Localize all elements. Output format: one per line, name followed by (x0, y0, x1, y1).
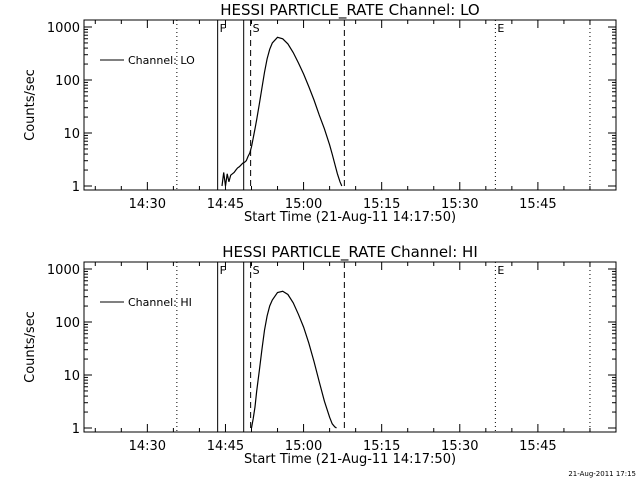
x-tick-label: 15:15 (363, 197, 400, 212)
x-tick-label: 14:45 (207, 439, 244, 454)
marker-label-s: S (253, 264, 260, 277)
plot-frame (83, 261, 617, 433)
x-axis-label: Start Time (21-Aug-11 14:17:50) (244, 210, 456, 225)
legend-label: Channel: HI (128, 296, 192, 309)
x-tick-label: 15:00 (285, 197, 322, 212)
x-tick-label: 14:30 (129, 439, 166, 454)
y-tick-label: 1 (72, 180, 80, 195)
y-tick-label: 100 (55, 74, 80, 89)
x-tick-label: 14:45 (207, 197, 244, 212)
y-tick-label: 10 (63, 369, 80, 384)
y-axis-label: Counts/sec (23, 69, 38, 141)
x-tick-label: 15:30 (441, 439, 478, 454)
chart-panel-1: HESSI PARTICLE_RATE Channel: LO Counts/se… (23, 1, 617, 225)
x-tick-label: 15:45 (519, 197, 556, 212)
legend-label: Channel: LO (128, 54, 195, 67)
y-tick-label: 1 (72, 422, 80, 437)
y-tick-label: 1000 (47, 21, 80, 36)
series-line-1 (250, 290, 337, 429)
chart-title: HESSI PARTICLE_RATE Channel: LO (220, 1, 479, 20)
x-tick-label: 15:00 (285, 439, 322, 454)
chart-title: HESSI PARTICLE_RATE Channel: HI (222, 243, 478, 262)
x-axis-label: Start Time (21-Aug-11 14:17:50) (244, 452, 456, 467)
y-tick-label: 1000 (47, 263, 80, 278)
x-tick-label: 15:15 (363, 439, 400, 454)
y-axis-label: Counts/sec (23, 311, 38, 383)
y-tick-label: 10 (63, 127, 80, 142)
marker-label-f: F (220, 264, 226, 277)
marker-label-s: S (253, 22, 260, 35)
plot-frame (83, 19, 617, 191)
marker-label-e: E (497, 264, 504, 277)
marker-label-e: E (497, 22, 504, 35)
timestamp-label: 21-Aug-2011 17:15 (568, 470, 636, 478)
x-tick-label: 14:30 (129, 197, 166, 212)
x-tick-label: 15:45 (519, 439, 556, 454)
series-line-1 (221, 36, 343, 187)
x-tick-label: 15:30 (441, 197, 478, 212)
chart-panel-2: HESSI PARTICLE_RATE Channel: HI Counts/se… (23, 243, 617, 467)
y-tick-label: 100 (55, 316, 80, 331)
marker-label-f: F (220, 22, 226, 35)
